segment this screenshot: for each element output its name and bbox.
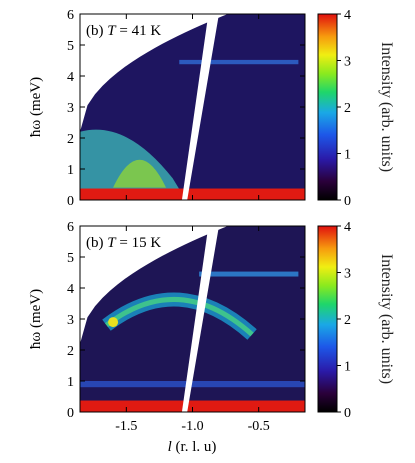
panel-a-colorbar-label: Intensity (arb. units) (378, 42, 395, 172)
panel-a-flat-band (179, 59, 299, 65)
y-tick-label: 0 (67, 194, 74, 209)
colorbar-tick-label: 3 (344, 267, 351, 282)
y-tick-label: 5 (67, 39, 74, 54)
colorbar-tick-label: 4 (344, 8, 351, 23)
panel-a-temp-var: T (107, 23, 117, 39)
panel-a-annotation: (b) T = 41 K (86, 23, 161, 39)
x-axis-label-rest: (r. l. u) (172, 439, 217, 455)
panel-b-colorbar (318, 226, 337, 412)
panel-a-y-axis-label: ħω (meV) (28, 77, 44, 137)
y-tick-label: 0 (67, 406, 74, 421)
panel-b-y-axis-label: ħω (meV) (28, 289, 44, 349)
panel-a-label: (b) (86, 23, 104, 39)
panel-a-colorbar (318, 14, 337, 200)
panel-a-colorbar-ticks: 0 1 2 3 4 (337, 8, 351, 209)
colorbar-tick-label: 0 (344, 194, 351, 209)
colorbar-tick-label: 0 (344, 406, 351, 421)
panel-b-x-ticks: -1.5 -1.0 -0.5 (115, 226, 270, 434)
colorbar-tick-label: 2 (344, 101, 351, 116)
y-tick-label: 4 (67, 70, 74, 85)
panel-b-temp-eq: = (119, 235, 127, 251)
colorbar-tick-label: 4 (344, 220, 351, 235)
panel-a-elastic-line (80, 188, 305, 200)
panel-b-colorbar-label: Intensity (arb. units) (378, 254, 395, 384)
panel-a-temp-eq: = (119, 23, 127, 39)
panel-a-excitation-core (113, 159, 167, 188)
panel-b-temp-var: T (107, 235, 117, 251)
panel-b-hotspot (108, 317, 119, 328)
x-axis-label: l (r. l. u) (168, 439, 217, 455)
panel-b-flat-band (80, 381, 305, 388)
panel-b-y-ticks: 0 1 2 3 4 5 6 (67, 220, 305, 421)
panel-b-label: (b) (86, 235, 104, 251)
panel-b-elastic-line (80, 400, 305, 412)
y-tick-label: 2 (67, 132, 74, 147)
panel-a-detector-gap (181, 14, 219, 200)
y-tick-label: 1 (67, 375, 74, 390)
panel-b-detector-gap (181, 226, 219, 412)
panel-a: 0 1 2 3 4 5 6 (b) T = 41 K ħω (meV) 0 1 2 3 4 Inte… (28, 8, 395, 209)
x-tick-label: -0.5 (248, 419, 270, 434)
colorbar-tick-label: 1 (344, 360, 351, 375)
y-tick-label: 6 (67, 220, 74, 235)
panel-b-colorbar-ticks: 0 1 2 3 4 (337, 220, 351, 421)
y-tick-label: 1 (67, 163, 74, 178)
colorbar-tick-label: 2 (344, 313, 351, 328)
panel-b-upper-band (199, 271, 299, 277)
y-tick-label: 3 (67, 101, 74, 116)
y-tick-label: 6 (67, 8, 74, 23)
x-tick-label: -1.0 (181, 419, 203, 434)
panel-b-dispersive-band-core (104, 297, 254, 337)
colorbar-tick-label: 3 (344, 55, 351, 70)
panel-a-temp-value: 41 K (132, 23, 162, 39)
y-tick-label: 5 (67, 251, 74, 266)
panel-a-x-ticks (125, 14, 260, 200)
y-tick-label: 3 (67, 313, 74, 328)
y-tick-label: 2 (67, 344, 74, 359)
x-axis-label-var: l (168, 439, 172, 455)
panel-b-annotation: (b) T = 15 K (86, 235, 161, 251)
panel-a-y-ticks: 0 1 2 3 4 5 6 (67, 8, 305, 209)
panel-b-temp-value: 15 K (132, 235, 162, 251)
colorbar-tick-label: 1 (344, 148, 351, 163)
y-tick-label: 4 (67, 282, 74, 297)
panel-b: 0 1 2 3 4 5 6 -1.5 -1.0 -0.5 (b) T = 15 K ħω (me… (28, 220, 395, 455)
x-tick-label: -1.5 (115, 419, 137, 434)
